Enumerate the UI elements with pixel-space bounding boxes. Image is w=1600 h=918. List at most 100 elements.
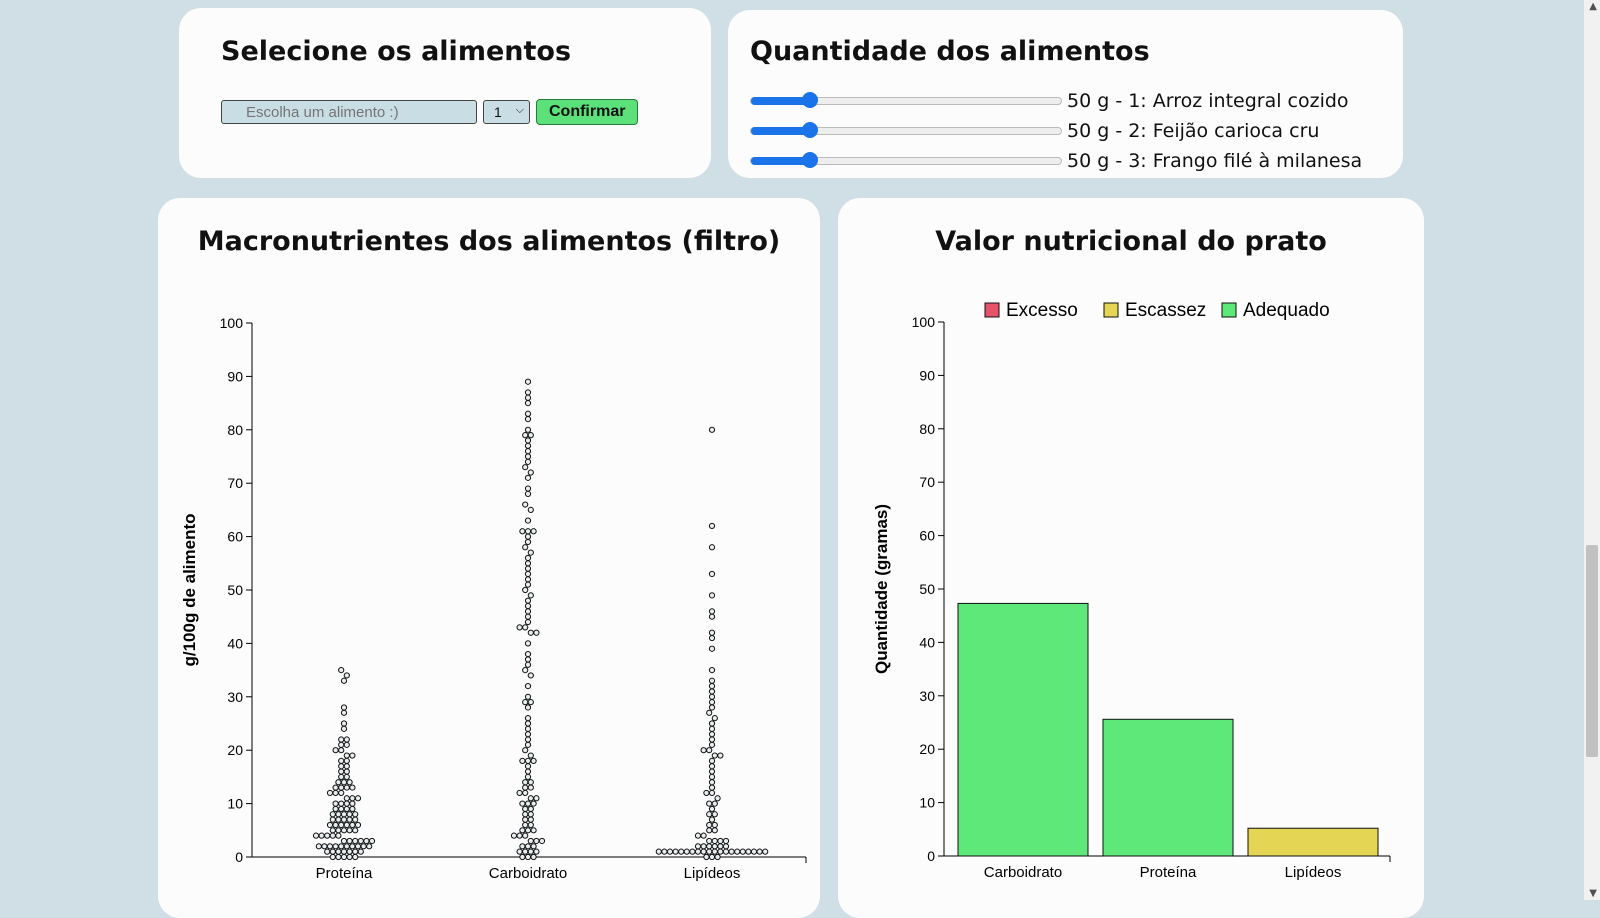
swarm-point [717,752,724,759]
swarm-point [522,848,529,855]
swarm-point [711,811,718,818]
swarm-point [722,843,730,850]
swarm-point [522,432,529,439]
swarm-point [524,400,532,407]
quantity-slider[interactable] [750,152,1062,168]
swarm-point [516,832,523,839]
swarm-point [329,848,336,855]
slider-thumb[interactable] [801,122,818,138]
swarm-point [678,848,685,855]
swarm-point [700,832,707,839]
swarm-point [524,554,532,562]
y-tick-label: 80 [919,421,935,437]
swarm-point [343,757,350,764]
slider-thumb[interactable] [801,92,818,108]
swarm-point [343,736,350,743]
quantity-slider-row: 50 g - 3: Frango filé à milanesa [750,150,1362,172]
swarm-point [706,843,713,850]
swarm-point [326,821,334,829]
swarm-point [708,677,716,684]
swarm-point [717,848,724,855]
food-search-input[interactable] [221,100,477,124]
quantity-slider[interactable] [750,92,1062,108]
swarm-point [335,827,342,834]
legend-swatch [984,302,1000,318]
scroll-down-arrow-icon[interactable]: ▼ [1589,888,1597,899]
swarm-point [711,827,718,834]
swarm-point [343,672,350,679]
swarm-point [708,592,716,599]
swarm-point [524,731,532,738]
confirm-button[interactable]: Confirmar [536,99,639,125]
swarm-point [524,394,532,401]
select-foods-title: Selecione os alimentos [221,36,572,67]
swarm-point [343,768,350,775]
chevron-down-icon: ⌵ [515,104,524,116]
y-tick-label: 90 [227,368,243,384]
swarm-point [527,784,534,791]
swarm-point [522,784,529,791]
swarm-point [343,805,350,813]
swarm-point [717,843,724,850]
swarm-point [700,848,707,855]
swarm-point [329,816,336,823]
swarm-point [338,741,345,748]
slider-thumb[interactable] [801,152,818,168]
swarm-point [524,773,532,781]
quantity-slider-label: 50 g - 3: Frango filé à milanesa [1067,150,1363,172]
swarm-point [706,811,713,818]
swarm-point [708,779,716,786]
swarm-point [524,533,532,540]
swarm-point [527,795,534,802]
swarm-point [352,837,359,845]
swarm-point [672,848,679,855]
swarm-point [527,469,534,476]
swarm-point [340,816,348,823]
macronutrients-chart: 0 10 20 30 40 50 60 70 80 90 100 g/100g de alimento… [180,315,807,882]
swarm-point [335,853,342,861]
swarm-point [349,795,356,802]
swarm-point [533,629,540,636]
swarm-point [524,656,532,663]
swarm-point [538,837,546,845]
quantity-title: Quantidade dos alimentos [750,36,1150,67]
y-tick-label: 100 [220,315,244,331]
y-tick-label: 100 [912,314,936,330]
swarm-point [312,832,320,839]
swarm-point [524,453,532,460]
y-tick-label: 30 [919,688,935,704]
legend-swatch [1221,302,1237,318]
x-tick-label: Proteína [1140,864,1197,881]
macronutrients-card: Macronutrientes dos alimentos (filtro) 0… [158,198,820,918]
quantity-select[interactable]: 1 ⌵ [483,100,530,124]
swarm-point [524,853,532,861]
y-axis-label: g/100g de alimento [180,513,199,666]
swarm-point [338,784,345,791]
swarm-point [711,843,718,850]
swarm-point [524,485,532,492]
swarm-point [519,827,526,834]
swarm-point [522,789,529,797]
swarm-point [524,570,532,578]
swarm-point [524,800,532,807]
quantity-slider-label: 50 g - 1: Arroz integral cozido [1067,90,1349,112]
quantity-slider[interactable] [750,122,1062,138]
bar [957,602,1089,857]
swarm-point [346,827,353,834]
scroll-up-arrow-icon[interactable]: ▲ [1589,1,1597,12]
swarm-point [338,800,345,807]
swarm-point [332,784,339,791]
swarm-point [343,843,350,850]
swarm-point [349,843,356,850]
swarm-point [321,843,328,850]
page-scrollbar[interactable]: ▲ ▼ [1584,0,1600,900]
swarm-point [711,821,718,829]
swarm-point [524,683,532,690]
swarm-point [711,715,718,722]
swarm-point [524,720,532,727]
swarm-point [739,848,746,855]
scrollbar-thumb[interactable] [1586,545,1598,757]
y-tick-label: 70 [227,475,243,491]
slider-fill [751,157,810,165]
swarm-point [349,821,356,829]
